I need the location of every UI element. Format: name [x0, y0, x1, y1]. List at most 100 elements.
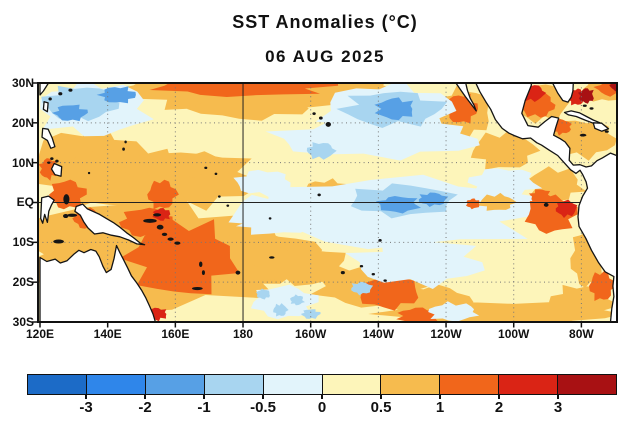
- island: [167, 237, 174, 241]
- island: [325, 122, 331, 127]
- land-china-coast: [39, 83, 50, 96]
- lon-tick-label: 160W: [295, 327, 327, 341]
- land-mindanao: [50, 162, 63, 177]
- island: [317, 193, 321, 197]
- anomaly-blob: [528, 189, 551, 206]
- island: [53, 239, 65, 244]
- island: [87, 171, 91, 175]
- island: [214, 172, 218, 176]
- island: [582, 104, 587, 107]
- anomaly-blob: [375, 196, 421, 214]
- anomaly-blob: [355, 273, 419, 311]
- colorbar-boundary-tick: [144, 395, 146, 399]
- island: [156, 224, 164, 230]
- lat-tick-label: 30N: [11, 76, 34, 90]
- island: [340, 271, 345, 275]
- island: [161, 232, 168, 236]
- colorbar-tick-label: 1: [435, 399, 445, 416]
- land-americas: [475, 83, 617, 322]
- anomaly-blob: [351, 281, 374, 296]
- island: [269, 256, 275, 259]
- colorbar-boundary-tick: [380, 395, 382, 399]
- lat-tick-label: 30S: [12, 314, 34, 329]
- anomaly-blob: [147, 179, 179, 210]
- anomaly-blob: [51, 104, 88, 122]
- colorbar-boundary-tick: [439, 395, 441, 399]
- anomaly-blob: [149, 83, 339, 97]
- island: [55, 159, 59, 163]
- colorbar-boundary-tick: [557, 395, 559, 399]
- anomaly-blob: [418, 192, 449, 207]
- land-taiwan: [42, 101, 49, 113]
- island: [68, 88, 73, 92]
- island: [191, 286, 203, 291]
- colorbar-segment: [322, 375, 382, 394]
- lat-tick-label: 20N: [11, 115, 34, 130]
- anomaly-blob: [306, 142, 337, 160]
- anomaly-blob: [609, 83, 617, 92]
- island: [235, 270, 241, 275]
- anomaly-blob: [119, 219, 240, 295]
- lat-tick-label: EQ: [16, 195, 34, 210]
- chart-title: SST Anomalies (°C): [232, 12, 418, 32]
- colorbar-boundary-tick: [203, 395, 205, 399]
- island: [579, 133, 587, 137]
- anomaly-blob: [152, 208, 171, 221]
- land-florida: [551, 83, 574, 103]
- anomaly-blob: [290, 294, 305, 306]
- island: [204, 166, 208, 170]
- anomaly-blob: [478, 192, 518, 211]
- island: [47, 161, 51, 164]
- colorbar: [27, 374, 617, 395]
- lat-tick-label: 10S: [12, 235, 34, 250]
- island: [312, 112, 316, 116]
- colorbar-segment: [263, 375, 323, 394]
- lon-tick-label: 120E: [25, 327, 55, 341]
- anomaly-blob: [555, 199, 578, 218]
- anomaly-blob: [345, 240, 485, 289]
- island: [50, 157, 54, 161]
- colorbar-boundary-tick: [498, 395, 500, 399]
- colorbar-segment: [499, 375, 559, 394]
- colorbar-tick-label: -2: [138, 399, 152, 416]
- colorbar-segment: [204, 375, 264, 394]
- land-baja-california: [455, 83, 477, 112]
- lon-tick-label: 160E: [161, 327, 190, 341]
- colorbar-segment: [440, 375, 500, 394]
- colorbar-boundary-tick: [262, 395, 264, 399]
- anomaly-blob: [118, 207, 173, 237]
- island: [359, 265, 364, 268]
- land-sulawesi: [40, 195, 55, 224]
- island: [174, 241, 181, 245]
- lat-tick-label: 10N: [11, 155, 34, 170]
- colorbar-boundary-tick: [85, 395, 87, 399]
- island: [217, 195, 221, 198]
- anomaly-blob: [256, 288, 270, 300]
- island: [153, 213, 162, 217]
- colorbar-tick-label: 0.5: [370, 399, 392, 416]
- lon-tick-label: 180: [233, 327, 254, 341]
- colorbar-tick-label: -0.5: [250, 399, 276, 416]
- anomaly-blob: [49, 179, 87, 210]
- island: [63, 214, 69, 219]
- island: [226, 204, 230, 207]
- anomaly-blob: [38, 158, 57, 181]
- anomaly-blob: [170, 151, 229, 179]
- colorbar-segment: [145, 375, 205, 394]
- island: [318, 116, 323, 120]
- land-australia: [39, 244, 157, 322]
- island: [124, 140, 127, 144]
- anomaly-blob: [467, 168, 543, 198]
- anomaly-blob: [96, 86, 136, 104]
- island: [543, 202, 549, 207]
- anomaly-blob: [428, 301, 480, 322]
- colorbar-tick-label: -1: [197, 399, 211, 416]
- lat-tick-label: 20S: [12, 275, 34, 290]
- colorbar-boundary-tick: [321, 395, 323, 399]
- anomaly-blob: [465, 198, 480, 210]
- land-new-guinea: [74, 203, 146, 246]
- island: [378, 238, 382, 242]
- island: [143, 218, 157, 223]
- colorbar-segment: [28, 375, 87, 394]
